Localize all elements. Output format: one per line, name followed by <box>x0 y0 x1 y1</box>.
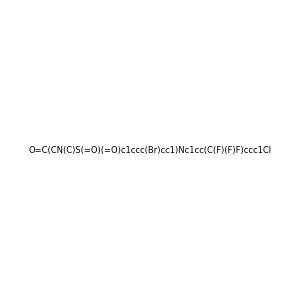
Text: O=C(CN(C)S(=O)(=O)c1ccc(Br)cc1)Nc1cc(C(F)(F)F)ccc1Cl: O=C(CN(C)S(=O)(=O)c1ccc(Br)cc1)Nc1cc(C(F… <box>28 146 272 154</box>
